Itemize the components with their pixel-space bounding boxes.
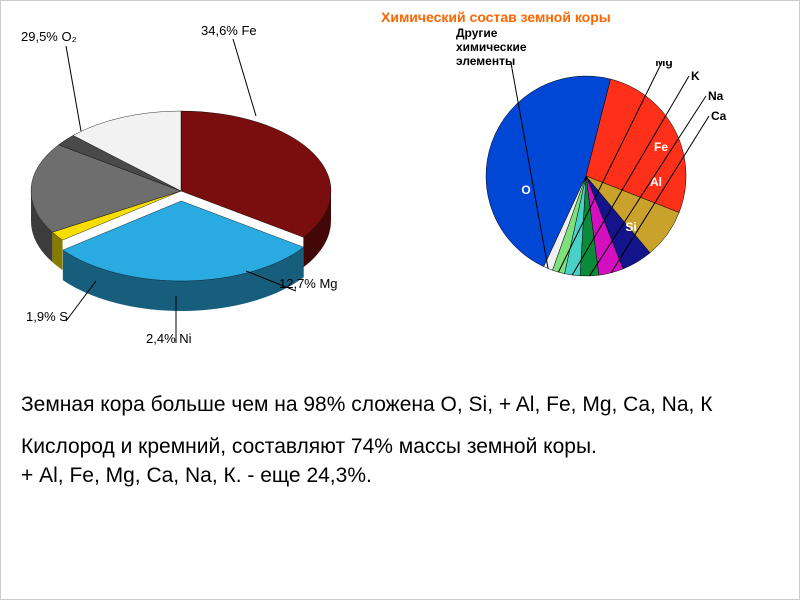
body-p2b: + Al, Fe, Mg, Ca, Na, К. - еще 24,3%.: [21, 464, 372, 487]
small-pie-other-label: Другие химические элементы: [456, 27, 527, 68]
body-p2a: Кислород и кремний, составляют 74% массы…: [21, 435, 597, 458]
big-pie-label-mg: 12,7% Mg: [279, 276, 338, 291]
other-label-line1: Другие: [456, 26, 497, 40]
small-pie-label-Na: Na: [708, 89, 724, 103]
small-pie-label-O: O: [521, 183, 530, 197]
big-pie-label-fe: 34,6% Fe: [201, 23, 257, 38]
other-label-line2: химические: [456, 40, 527, 54]
small-pie-label-Fe: Fe: [654, 140, 668, 154]
big-pie-label-s: 1,9% S: [26, 309, 68, 324]
small-pie-label-K: K: [691, 69, 700, 83]
small-pie-label-Ca: Ca: [711, 109, 727, 123]
body-p1: Земная кора больше чем на 98% сложена О,…: [21, 391, 781, 419]
chart-title: Химический состав земной коры: [381, 9, 611, 25]
big-pie-chart: [11, 21, 371, 351]
body-text: Земная кора больше чем на 98% сложена О,…: [21, 391, 781, 504]
big-pie-label-o2: 29,5% O₂: [21, 29, 77, 44]
body-p2: Кислород и кремний, составляют 74% массы…: [21, 433, 781, 490]
page: Химический состав земной коры 34,6% Fe 2…: [0, 0, 800, 600]
big-pie-label-ni: 2,4% Ni: [146, 331, 192, 346]
other-label-line3: элементы: [456, 54, 515, 68]
small-pie-chart: O Si Al Fe Ca Na K Mg: [471, 61, 771, 321]
small-pie-label-Al: Al: [650, 175, 662, 189]
small-pie-label-Mg: Mg: [655, 61, 672, 69]
small-pie-label-Si: Si: [625, 220, 636, 234]
